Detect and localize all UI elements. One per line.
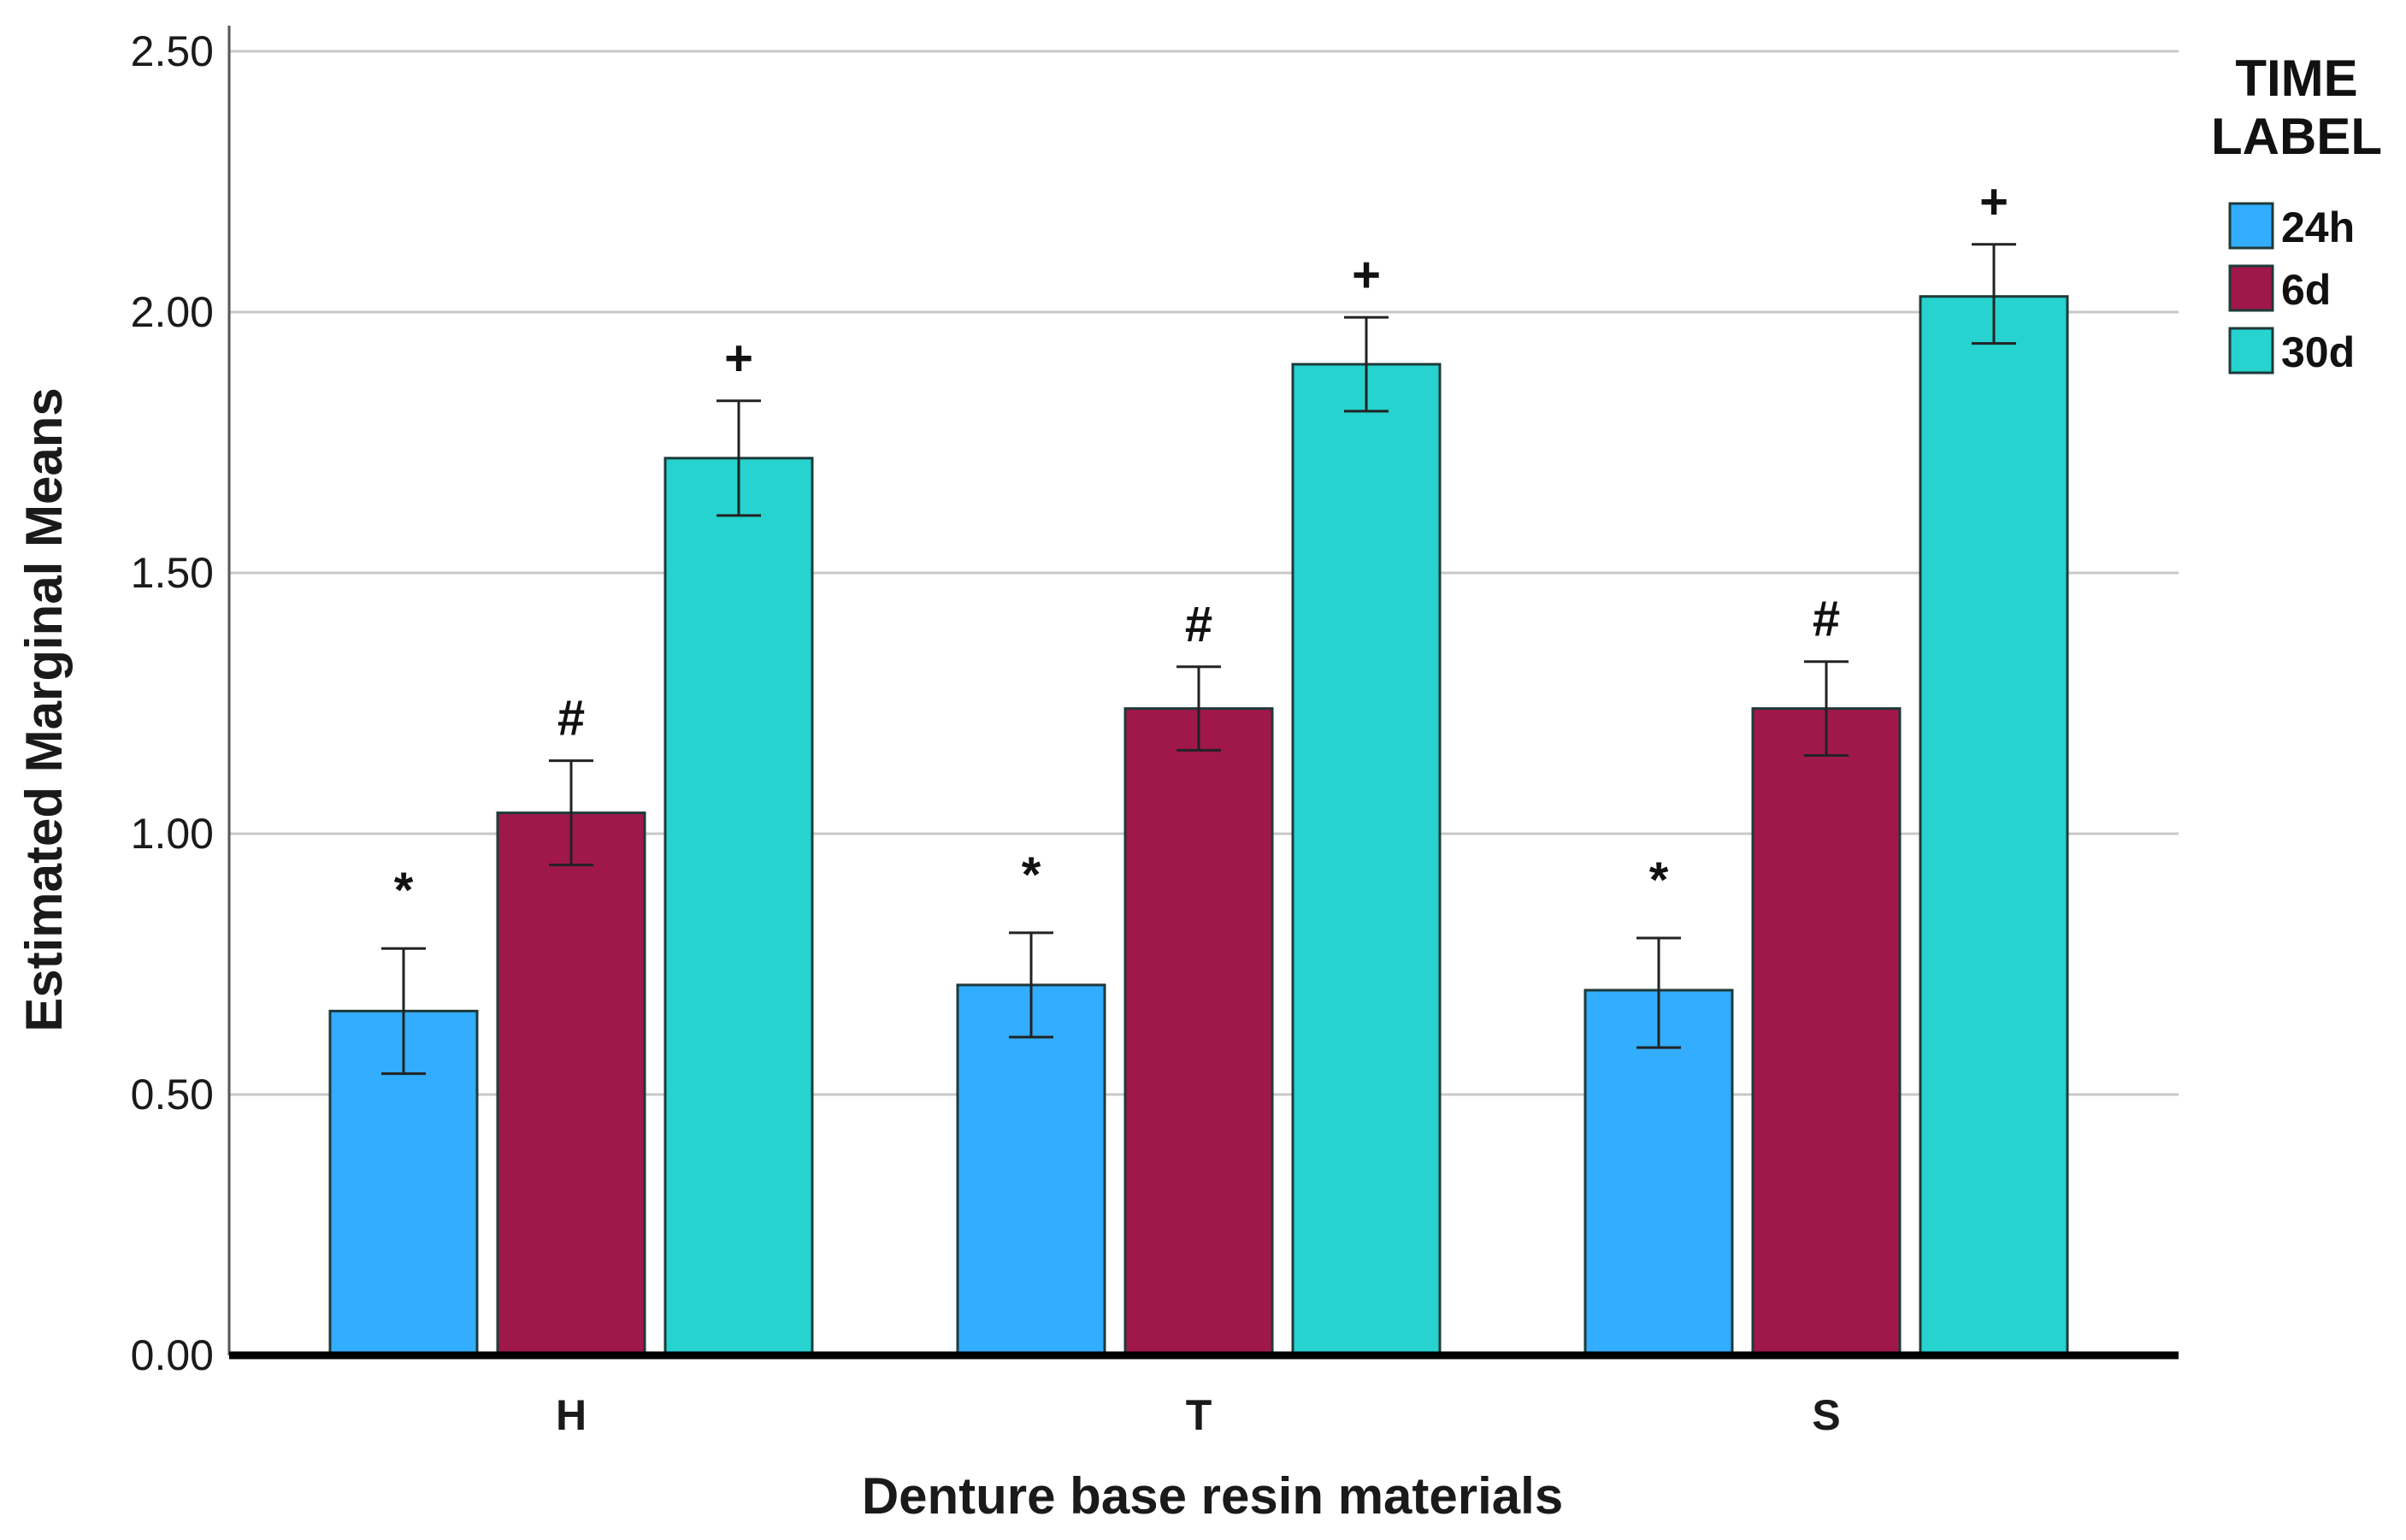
significance-marker: + [1979,174,2008,230]
x-axis-title: Denture base resin materials [862,1467,1563,1525]
legend-label-24h: 24h [2281,204,2355,251]
x-tick-label-S: S [1812,1391,1840,1439]
legend-label-6d: 6d [2281,266,2331,314]
significance-marker: + [1352,247,1381,303]
legend-title: TIME [2235,50,2357,107]
y-tick-label: 2.00 [131,288,214,336]
legend-title: LABEL [2211,108,2382,165]
significance-marker: # [1813,592,1840,647]
y-tick-label: 2.50 [131,27,214,75]
y-tick-label: 0.00 [131,1331,214,1379]
x-tick-label-T: T [1186,1391,1212,1439]
axes [227,26,2179,1360]
y-tick-label: 1.00 [131,810,214,858]
significance-marker: * [1022,847,1041,903]
significance-marker: * [394,863,414,918]
x-tick-label-H: H [556,1391,587,1439]
y-tick-label: 1.50 [131,549,214,597]
legend-swatch-30d [2228,327,2274,375]
y-tick-label: 0.50 [131,1071,214,1118]
y-tick-labels: 0.00 0.50 1.00 1.50 2.00 2.50 [131,27,214,1379]
significance-marker: * [1649,853,1669,908]
bar-30d-S [1919,295,2069,1357]
significance-marker: + [724,331,753,386]
bar-24h-T [956,983,1106,1357]
y-axis-title: Estimated Marginal Means [15,387,73,1032]
legend-swatch-6d [2228,264,2274,312]
bar-30d-T [1291,363,1442,1357]
bar-6d-S [1751,707,1902,1357]
legend-swatch-24h [2228,202,2274,250]
bar-30d-H [663,457,814,1357]
bars: * * * # # # + + + [328,174,2069,1357]
legend-label-30d: 30d [2281,328,2355,376]
bar-6d-H [496,811,646,1357]
significance-marker: # [1185,597,1212,652]
bar-6d-T [1123,707,1274,1357]
significance-marker: # [557,691,585,746]
